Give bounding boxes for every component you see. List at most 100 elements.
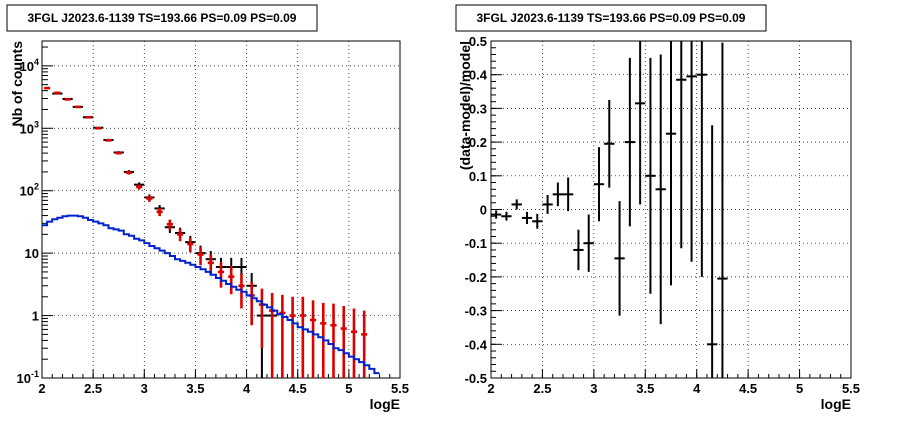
residual-point xyxy=(707,125,718,378)
residual-point xyxy=(686,41,697,262)
model-point xyxy=(350,308,358,378)
x-tick-label: 2.5 xyxy=(533,381,551,396)
y-tick-base: 10 xyxy=(25,246,39,261)
y-tick-exponent: 4 xyxy=(34,57,39,67)
y-tick-label: 10 xyxy=(25,246,39,261)
y-tick-base: 10 xyxy=(20,121,34,136)
x-tick-label: 5.5 xyxy=(842,381,860,396)
model-point xyxy=(146,195,153,202)
y-tick-label: 0 xyxy=(480,203,487,218)
x-tick-label: 3.5 xyxy=(186,381,204,396)
model-point xyxy=(289,296,296,378)
x-tick-label: 3.5 xyxy=(636,381,654,396)
x-tick-label: 4 xyxy=(243,381,251,396)
model-point xyxy=(269,292,276,378)
y-axis-label: Nb of counts xyxy=(9,41,25,127)
x-tick-label: 5.5 xyxy=(391,381,409,396)
residual-point xyxy=(532,213,543,229)
y-tick-label: 0.4 xyxy=(469,68,488,83)
y-tick-label: 103 xyxy=(20,119,39,136)
model-point xyxy=(299,296,306,378)
x-tick-label: 5 xyxy=(345,381,352,396)
model-point xyxy=(115,151,122,155)
x-tick-label: 2 xyxy=(38,381,45,396)
chart-title: 3FGL J2023.6-1139 TS=193.66 PS=0.09 PS=0… xyxy=(477,11,746,25)
residual-point xyxy=(655,54,666,325)
residual-point xyxy=(635,41,646,205)
y-tick-exponent: -1 xyxy=(31,369,39,379)
x-axis-label: logE xyxy=(370,396,400,412)
model-point xyxy=(54,91,61,95)
model-point xyxy=(330,303,337,378)
model-point xyxy=(309,300,317,378)
y-axis-label: (data-model)/model xyxy=(457,41,473,170)
model-point xyxy=(136,184,143,190)
y-tick-exponent: 2 xyxy=(34,182,39,192)
y-tick-label: -0.5 xyxy=(465,371,487,386)
x-tick-label: 4.5 xyxy=(289,381,307,396)
y-tick-label: 0.2 xyxy=(469,135,487,150)
model-point xyxy=(95,126,102,130)
model-point xyxy=(177,228,184,242)
residual-point xyxy=(563,177,574,212)
model-point xyxy=(156,208,163,217)
residual-point xyxy=(624,57,635,227)
y-tick-base: 10 xyxy=(20,184,34,199)
y-tick-label: 1 xyxy=(32,309,39,324)
residual-point xyxy=(501,211,512,221)
y-tick-label: -0.2 xyxy=(465,270,487,285)
y-tick-label: 104 xyxy=(20,57,39,74)
y-tick-exponent: 3 xyxy=(34,119,39,129)
y-tick-base: 1 xyxy=(32,309,39,324)
y-tick-label: 0.5 xyxy=(469,34,487,49)
y-tick-label: -0.4 xyxy=(465,337,488,352)
residual-point xyxy=(583,214,594,272)
residual-point xyxy=(521,211,533,224)
residual-point xyxy=(511,199,522,210)
model-point xyxy=(217,262,225,288)
residual-point xyxy=(645,57,656,294)
residual-point xyxy=(573,229,584,271)
model-point xyxy=(258,288,265,349)
model-point xyxy=(44,86,51,90)
residual-point xyxy=(604,99,615,188)
model-point xyxy=(74,105,81,109)
title-box xyxy=(6,4,318,32)
residual-point xyxy=(552,182,563,207)
x-tick-label: 2.5 xyxy=(84,381,102,396)
model-point xyxy=(197,246,204,266)
model-point xyxy=(279,294,286,378)
residual-point xyxy=(491,210,502,219)
x-tick-label: 5 xyxy=(796,381,803,396)
model-point xyxy=(105,139,112,142)
x-axis-label: logE xyxy=(821,396,851,412)
model-point xyxy=(84,115,92,119)
residual-point xyxy=(717,42,728,378)
x-tick-label: 2 xyxy=(487,381,494,396)
residual-point xyxy=(614,201,625,316)
y-tick-label: 0.1 xyxy=(469,169,487,184)
chart-title: 3FGL J2023.6-1139 TS=193.66 PS=0.09 PS=0… xyxy=(28,11,297,25)
model-point xyxy=(166,219,173,230)
x-tick-label: 3 xyxy=(141,381,148,396)
model-point xyxy=(361,310,368,378)
x-tick-label: 4 xyxy=(693,381,701,396)
x-tick-label: 3 xyxy=(590,381,597,396)
x-tick-label: 4.5 xyxy=(739,381,757,396)
residual-point xyxy=(676,41,687,249)
residual-point xyxy=(696,41,707,277)
model-point xyxy=(64,98,71,101)
y-tick-label: -0.1 xyxy=(465,236,487,251)
model-point xyxy=(228,266,235,295)
title-box xyxy=(455,4,767,32)
background-model-histogram xyxy=(42,214,380,375)
residual-point xyxy=(593,147,605,222)
y-tick-label: 0.3 xyxy=(469,101,487,116)
model-point xyxy=(125,170,133,175)
counts-panel: 3FGL J2023.6-1139 TS=193.66 PS=0.09 PS=0… xyxy=(6,4,409,412)
y-tick-base: 10 xyxy=(20,59,34,74)
y-tick-label: 102 xyxy=(20,182,39,199)
residuals-panel: 3FGL J2023.6-1139 TS=193.66 PS=0.09 PS=0… xyxy=(455,4,860,412)
model-point xyxy=(248,281,255,326)
